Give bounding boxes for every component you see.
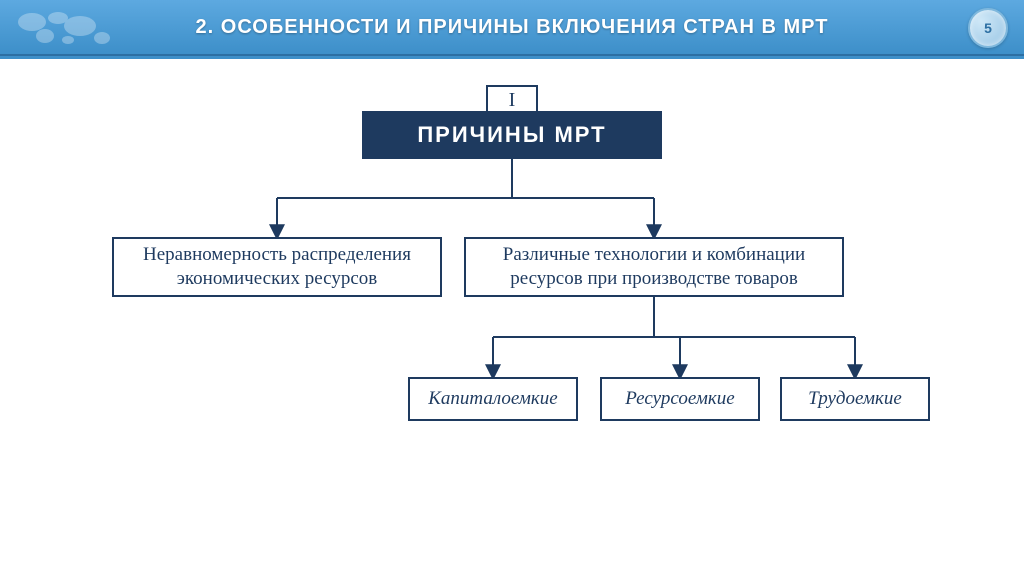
node-leaf-3: Трудоемкие	[780, 377, 930, 421]
page-title: 2. ОСОБЕННОСТИ И ПРИЧИНЫ ВКЛЮЧЕНИЯ СТРАН…	[196, 16, 829, 39]
page-number-badge: 5	[968, 8, 1008, 48]
node-leaf-2: Ресурсоемкие	[600, 377, 760, 421]
header-bar: 2. ОСОБЕННОСТИ И ПРИЧИНЫ ВКЛЮЧЕНИЯ СТРАН…	[0, 0, 1024, 56]
node-root: ПРИЧИНЫ МРТ	[362, 111, 662, 159]
world-map-icon	[10, 4, 120, 52]
diagram-canvas: I ПРИЧИНЫ МРТ Неравномерность распределе…	[0, 59, 1024, 569]
node-right: Различные технологии и комбинации ресурс…	[464, 237, 844, 297]
node-left: Неравномерность распределения экономичес…	[112, 237, 442, 297]
node-leaf-1: Капиталоемкие	[408, 377, 578, 421]
